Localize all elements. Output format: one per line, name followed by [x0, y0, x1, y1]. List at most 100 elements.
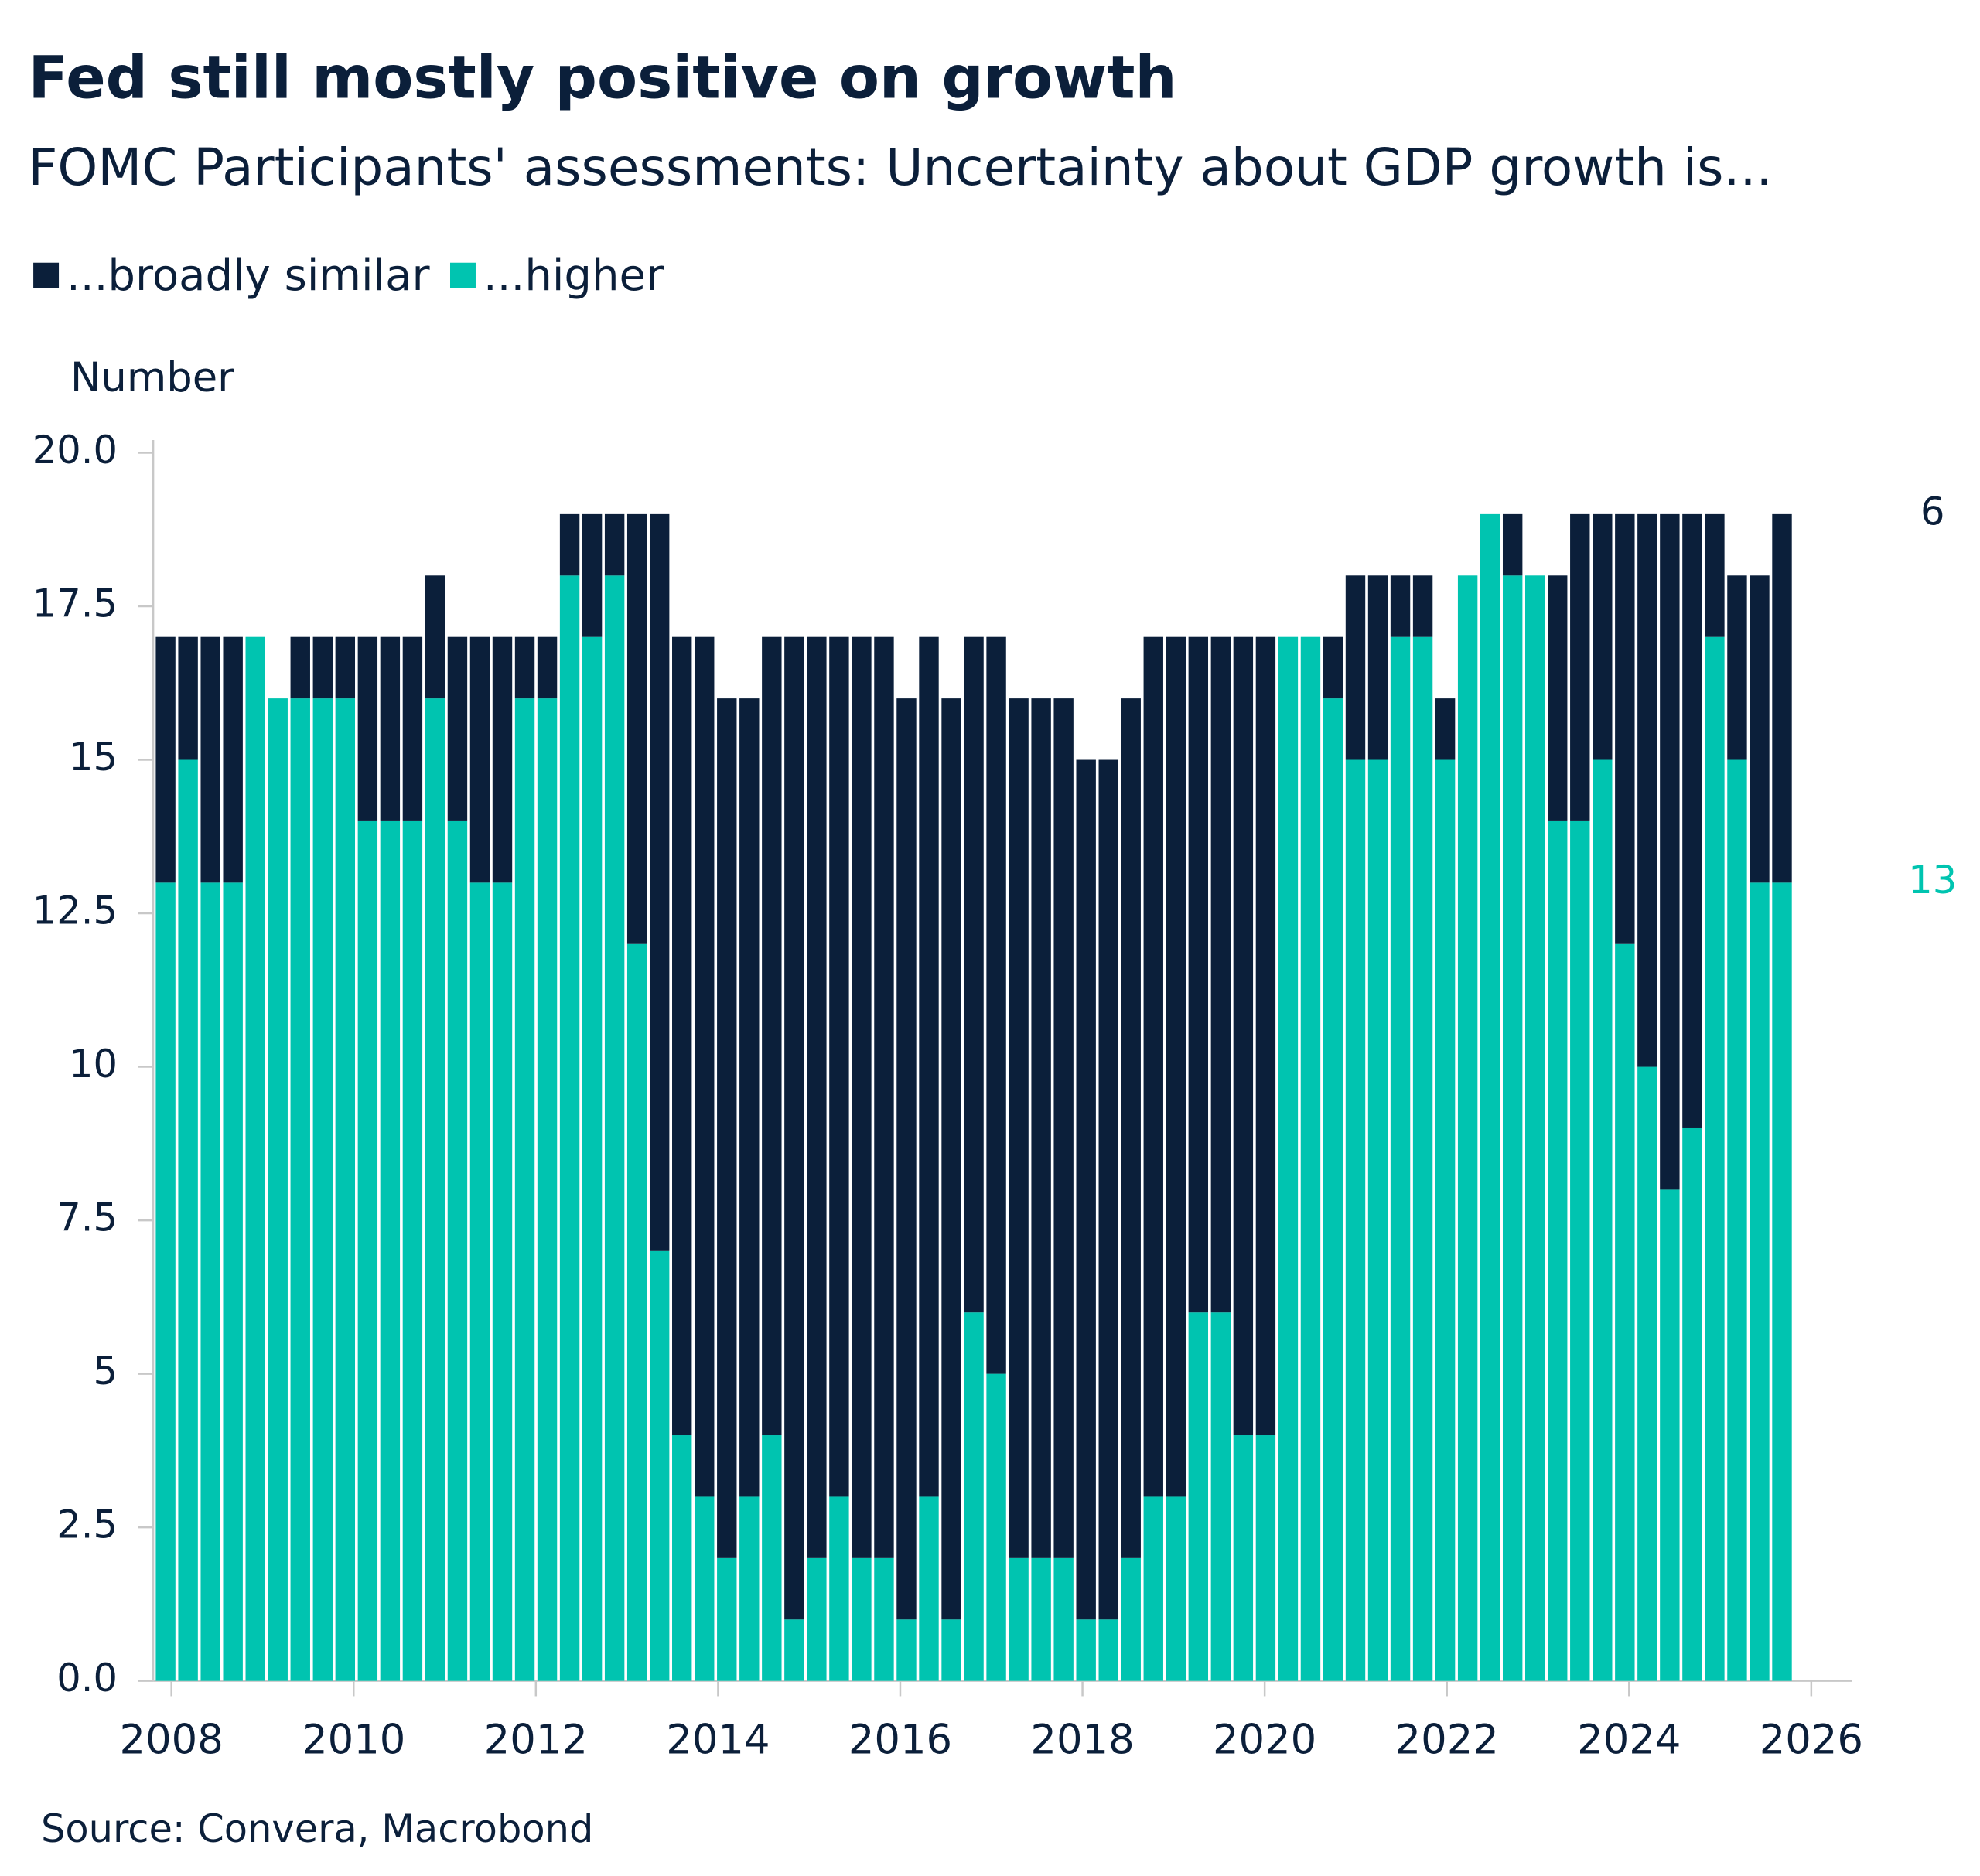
bar-segment: [807, 636, 827, 1558]
bar-segment: [1367, 575, 1388, 760]
bar-segment: [1390, 575, 1411, 637]
bar-segment: [1009, 698, 1029, 1558]
bar-segment: [807, 1557, 827, 1681]
bar-segment: [447, 820, 468, 1681]
bar-segment: [1727, 759, 1747, 1681]
x-tick-label: 2022: [1395, 1716, 1499, 1763]
bar-segment: [1637, 1066, 1657, 1681]
y-tick-label: 17.5: [32, 581, 118, 626]
bar-segment: [829, 1496, 849, 1681]
bar-segment: [1053, 1557, 1074, 1681]
bar-segment: [941, 698, 961, 1620]
bar-segment: [1570, 513, 1590, 821]
bar-segment: [1098, 1619, 1118, 1681]
bar-segment: [245, 636, 265, 1681]
bar-segment: [1682, 1127, 1702, 1681]
bar-segment: [739, 1496, 760, 1681]
bar-segment: [1660, 1189, 1680, 1681]
bar-segment: [1548, 820, 1568, 1681]
bar-segment: [941, 1619, 961, 1681]
bar-segment: [1323, 636, 1343, 699]
bar-segment: [200, 882, 220, 1681]
bar-segment: [537, 636, 558, 699]
bar-segment: [1188, 636, 1209, 1313]
bar-segment: [1682, 513, 1702, 1128]
bar-segment: [1345, 575, 1366, 760]
bar-segment: [762, 1435, 782, 1681]
y-tick-label: 0.0: [56, 1656, 118, 1700]
bar-segment: [1727, 575, 1747, 760]
chart-subtitle: FOMC Participants' assessments: Uncertai…: [28, 138, 1772, 197]
bar-segment: [919, 636, 939, 1497]
bar-segment: [155, 882, 176, 1681]
legend-swatch: [449, 262, 476, 288]
bar-segment: [1457, 575, 1478, 1681]
bar-segment: [695, 636, 715, 1497]
bar-segment: [1525, 575, 1545, 1681]
bar-segment: [559, 575, 580, 1681]
bar-segment: [672, 1435, 692, 1681]
bar-segment: [335, 698, 356, 1681]
bar-segment: [469, 636, 490, 883]
bar-segment: [672, 636, 692, 1436]
bar-segment: [739, 698, 760, 1497]
bar-segment: [1323, 698, 1343, 1681]
end-label: 6: [1920, 489, 1944, 534]
bar-segment: [402, 820, 423, 1681]
bar-segment: [1210, 1312, 1231, 1681]
bar-segment: [1705, 513, 1725, 637]
bar-segment: [492, 882, 513, 1681]
bar-segment: [986, 636, 1006, 1374]
bar-segment: [1750, 575, 1770, 883]
bar-segment: [852, 636, 872, 1558]
bar-segment: [1143, 636, 1163, 1497]
bar-segment: [1502, 513, 1523, 576]
bar-segment: [402, 636, 423, 821]
bar-segment: [1772, 882, 1792, 1681]
legend-swatch: [33, 262, 60, 288]
bar-segment: [200, 636, 220, 883]
y-tick-label: 15: [69, 735, 118, 779]
bar-segment: [1367, 759, 1388, 1681]
bar-segment: [1705, 636, 1725, 1681]
bar-segment: [604, 575, 625, 1681]
y-tick-label: 10: [69, 1042, 118, 1086]
bar-segment: [1750, 882, 1770, 1681]
bar-segment: [649, 1250, 670, 1681]
bar-segment: [357, 820, 378, 1681]
y-tick-label: 20.0: [32, 428, 118, 472]
bar-segment: [1548, 575, 1568, 821]
bar-segment: [986, 1373, 1006, 1681]
y-tick-label: 2.5: [56, 1503, 118, 1547]
bar-segment: [1593, 759, 1613, 1681]
bar-segment: [1502, 575, 1523, 1681]
bar-segment: [1615, 943, 1635, 1681]
legend-label: ...broadly similar: [67, 251, 431, 301]
end-label: 13: [1908, 858, 1957, 902]
bar-segment: [1121, 698, 1141, 1558]
bar-segment: [425, 575, 446, 699]
bar-segment: [1255, 1435, 1276, 1681]
bar-segment: [1166, 636, 1186, 1497]
bar-segment: [1053, 698, 1074, 1558]
bar-segment: [695, 1496, 715, 1681]
bar-segment: [1300, 636, 1321, 1681]
bar-segment: [1255, 636, 1276, 1436]
x-tick-label: 2008: [120, 1716, 224, 1763]
bar-segment: [1143, 1496, 1163, 1681]
bar-segment: [1009, 1557, 1029, 1681]
bar-segment: [1121, 1557, 1141, 1681]
bar-segment: [223, 882, 243, 1681]
bar-segment: [1233, 636, 1254, 1436]
bar-segment: [290, 698, 310, 1681]
x-tick-label: 2026: [1760, 1716, 1863, 1763]
bar-segment: [1390, 636, 1411, 1681]
bar-segment: [380, 636, 401, 821]
bar-segment: [896, 698, 917, 1620]
bar-segment: [1098, 759, 1118, 1620]
bar-segment: [1772, 513, 1792, 883]
bar-segment: [335, 636, 356, 699]
bar-segment: [784, 636, 804, 1620]
